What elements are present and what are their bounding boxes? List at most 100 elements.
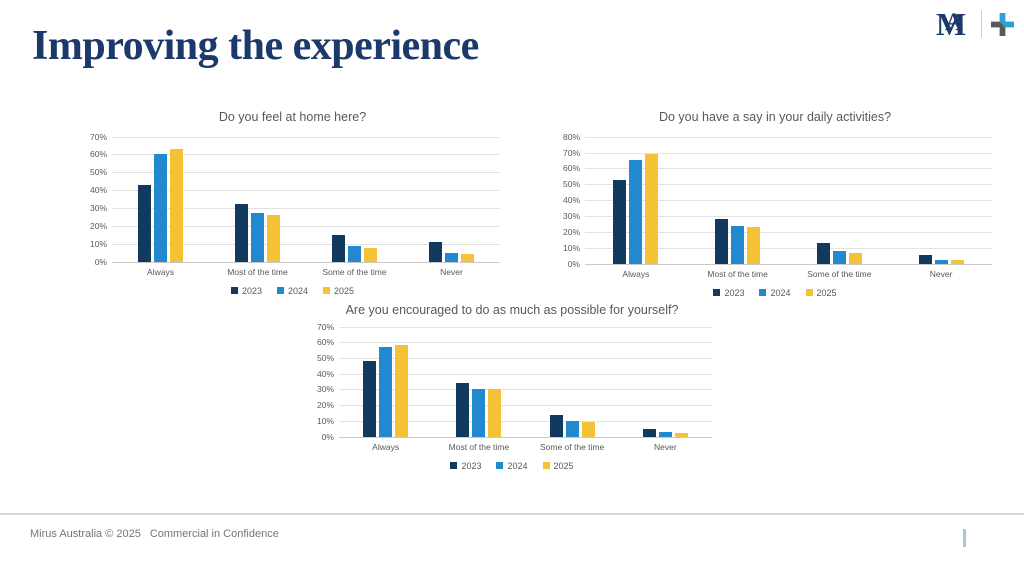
gridline [339,326,712,328]
legend-swatch [542,462,550,470]
bar-2025-most-of-the-time [267,215,280,262]
gridline [585,263,992,265]
bar-2023-never [918,254,932,264]
gridline [585,184,992,186]
gridline [585,216,992,217]
gridline [339,342,712,344]
bar-2024-some-of-the-time [565,420,579,437]
x-axis-label: Most of the time [707,268,768,279]
slide-title: Improving the experience [32,23,479,69]
bar-group-some-of-the-time [789,137,891,264]
chart-plot-area: 70% 60% 50% 40% 30% 20% 10% 0% [312,322,712,442]
legend-swatch [323,287,331,295]
legend-label: 2024 [770,287,791,298]
legend-item-2023: 2023 [713,288,744,298]
gridline [585,152,992,154]
footer-copyright: Mirus Australia © 2025 [30,528,141,540]
y-axis-label: 40% [562,195,580,206]
y-axis-label: 30% [562,211,580,221]
gridline [112,243,500,245]
gridline [339,436,712,438]
gridline [339,358,712,360]
bar-2025-never [461,254,474,262]
logo-divider [981,10,982,38]
bar-2023-some-of-the-time [332,234,345,262]
x-axis: Always Most of the time Some of the time Ne… [112,267,500,277]
x-axis-label: Some of the time [539,441,605,452]
legend-label: 2025 [816,287,837,298]
legend-label: 2023 [724,287,745,298]
bar-group-most-of-the-time [432,327,525,437]
legend-item-2025: 2025 [805,287,837,298]
y-axis: 80% 70% 60% 50% 40% 30% 20% 10% 0% [558,132,585,269]
bar-2023-always [613,179,627,264]
gridline [585,231,992,233]
y-axis-label: 10% [316,415,334,426]
bar-group-never [890,137,992,264]
bar-2025-always [645,154,659,264]
bar-2024-always [379,347,393,437]
gridline [339,373,712,375]
bar-group-most-of-the-time [209,137,306,262]
bar-groups [339,327,712,437]
y-axis-label: 60% [316,337,334,348]
y-axis: 70% 60% 50% 40% 30% 20% 10% 0% [85,132,112,267]
bar-groups [112,137,500,262]
bar-group-most-of-the-time [687,137,789,264]
mirus-monogram: M A [936,6,972,42]
legend-swatch [805,289,813,297]
gridline [112,136,500,138]
footer: Mirus Australia © 2025 Commercial in Con… [30,528,279,540]
bar-2024-most-of-the-time [251,213,264,262]
chart-daily-activities: Do you have a say in your daily activiti… [558,110,992,298]
y-axis-label: 10% [89,238,107,249]
legend-swatch [230,287,238,295]
legend-swatch [496,462,504,470]
x-axis-label: Never [654,441,677,452]
legend-swatch [276,287,284,295]
y-axis-label: 70% [89,131,107,142]
bar-2024-some-of-the-time [348,245,361,262]
bar-2023-never [429,241,442,262]
x-axis: Always Most of the time Some of the time Ne… [339,442,712,452]
bar-2025-most-of-the-time [747,227,761,264]
chart-title: Are you encouraged to do as much as poss… [345,303,679,317]
legend-swatch [759,289,767,297]
gridline [339,405,712,407]
x-axis-label: Some of the time [807,268,872,279]
bar-group-never [403,137,500,262]
y-axis: 70% 60% 50% 40% 30% 20% 10% 0% [312,322,339,442]
bar-group-some-of-the-time [306,137,403,262]
chart-encouraged: Are you encouraged to do as much as poss… [312,303,712,471]
bar-2023-never [642,428,656,437]
y-axis-label: 30% [89,203,107,214]
bar-group-always [585,137,687,264]
legend-swatch [450,462,458,470]
x-axis-label: Never [440,266,463,277]
y-axis-label: 20% [89,220,107,231]
x-axis-label: Most of the time [227,266,288,277]
legend-item-2025: 2025 [323,286,354,296]
chart-title: Do you have a say in your daily activiti… [658,110,892,124]
y-axis-label: 0% [94,256,107,267]
gridline [112,154,500,156]
x-axis: Always Most of the time Some of the time Ne… [585,269,992,279]
footer-divider [0,513,1024,515]
gridline [112,190,500,192]
bar-2024-never [934,259,948,264]
bar-groups [585,137,992,264]
y-axis-label: 20% [562,226,580,237]
legend-label: 2023 [461,460,482,471]
plot [585,136,992,265]
legend-item-2024: 2024 [759,287,791,298]
x-axis-label: Always [147,266,174,277]
y-axis-label: 50% [316,353,334,364]
plus-icon [991,12,1014,36]
y-axis-label: 80% [562,131,580,142]
bar-2023-always [363,361,377,437]
legend-item-2025: 2025 [542,461,574,471]
bar-2024-most-of-the-time [731,225,745,264]
x-axis-label: Most of the time [448,441,510,452]
x-axis-label: Some of the time [322,266,387,277]
gridline [112,225,500,227]
